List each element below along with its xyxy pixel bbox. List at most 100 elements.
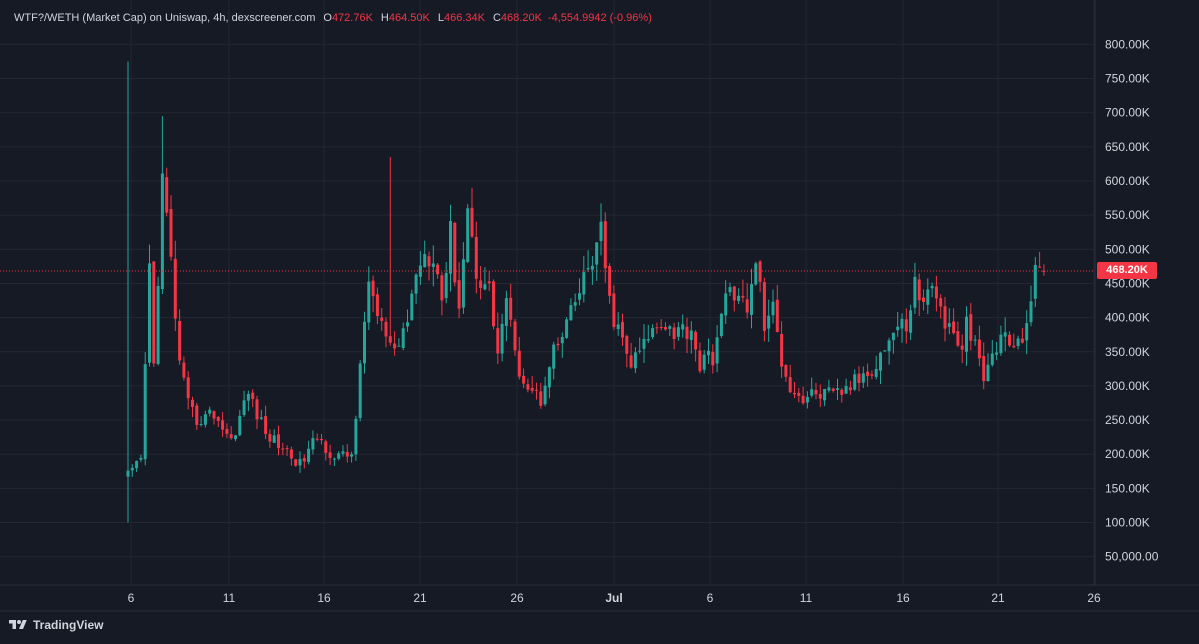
candle-body	[552, 344, 556, 369]
x-tick-label: 21	[991, 591, 1005, 605]
candle-body	[711, 351, 715, 366]
candle-body	[401, 328, 405, 349]
candle-body	[363, 321, 366, 364]
candle-body	[629, 355, 633, 368]
x-tick-label: Jul	[605, 591, 622, 605]
candle-body	[844, 385, 848, 394]
candle-body	[148, 263, 151, 363]
candle-body	[457, 280, 461, 309]
time-axis[interactable]: 6 11 16 21 26 Jul 6 11 16 21 26	[128, 591, 1101, 605]
candle-body	[681, 324, 685, 330]
candle-body	[203, 414, 207, 425]
legend-change: -4,554.9942 (-0.96%)	[547, 12, 652, 24]
candle-body	[186, 377, 190, 399]
candle-body	[130, 467, 134, 471]
candle-body	[320, 439, 323, 441]
candle-body	[251, 392, 255, 400]
candle-body	[264, 416, 268, 435]
candle-body	[139, 457, 143, 460]
candle-body	[208, 409, 212, 414]
candle-body	[388, 336, 392, 343]
candle-body	[715, 337, 719, 364]
candle-body	[965, 316, 968, 352]
candle-body	[229, 434, 233, 439]
candle-body	[801, 395, 805, 404]
candle-body	[707, 350, 710, 356]
candle-body	[332, 458, 336, 460]
candle-body	[195, 405, 199, 425]
candle-body	[1029, 301, 1033, 323]
x-tick-label: 16	[317, 591, 331, 605]
candle-body	[797, 392, 801, 396]
candle-body	[672, 327, 676, 340]
candle-body	[913, 276, 917, 308]
candle-body	[298, 458, 302, 466]
candle-body	[466, 208, 470, 262]
y-tick-label: 750.00K	[1105, 72, 1150, 86]
candle-body	[212, 411, 216, 419]
candle-body	[135, 461, 139, 469]
candle-body	[513, 321, 517, 351]
candle-body	[375, 294, 379, 317]
candle-body	[638, 350, 642, 352]
y-tick-label: 350.00K	[1105, 345, 1150, 359]
candle-body	[173, 258, 177, 319]
candle-body	[285, 448, 289, 450]
candle-body	[427, 256, 431, 267]
y-tick-label: 450.00K	[1105, 276, 1150, 290]
candle-body	[1012, 345, 1016, 348]
candle-body	[216, 417, 220, 421]
candle-body	[165, 177, 169, 213]
candle-body	[294, 459, 298, 466]
candle-body	[870, 374, 874, 376]
candle-body	[406, 322, 409, 327]
candle-body	[896, 326, 900, 331]
candle-body	[449, 221, 452, 274]
candle-body	[371, 280, 375, 297]
candle-body	[719, 313, 723, 336]
candle-body	[883, 350, 887, 352]
candle-body	[470, 207, 474, 237]
candle-body	[573, 302, 577, 306]
candle-body	[728, 287, 732, 293]
candle-body	[397, 345, 401, 347]
candle-body	[732, 286, 736, 301]
candle-body	[926, 289, 930, 305]
candle-body	[685, 326, 689, 339]
candle-body	[324, 441, 328, 453]
candle-body	[526, 384, 530, 390]
candle-body	[496, 328, 500, 354]
tradingview-branding[interactable]: TradingView	[8, 618, 103, 632]
candle-body	[440, 275, 444, 301]
candle-body	[608, 266, 612, 296]
x-tick-label: 26	[1087, 591, 1101, 605]
candle-body	[676, 327, 680, 337]
candle-body	[328, 452, 332, 458]
candle-body	[651, 328, 655, 338]
candle-body	[836, 388, 839, 390]
candle-body	[857, 373, 861, 384]
price-axis[interactable]: 800.00K 750.00K 700.00K 650.00K 600.00K 550.0…	[1105, 37, 1159, 563]
candle-body	[345, 452, 349, 457]
candle-body	[612, 293, 616, 328]
candle-body	[934, 286, 938, 299]
candle-body	[818, 393, 822, 399]
candle-body	[565, 319, 569, 338]
candle-body	[917, 279, 921, 301]
candle-body	[1020, 338, 1024, 343]
candle-body	[922, 297, 925, 303]
branding-label: TradingView	[33, 618, 104, 632]
candle-body	[758, 261, 762, 282]
candle-body	[1033, 264, 1037, 299]
candle-body	[586, 268, 590, 270]
candle-body	[664, 326, 667, 330]
y-tick-label: 150.00K	[1105, 481, 1150, 495]
candle-body	[621, 321, 624, 338]
candle-body	[307, 448, 311, 463]
candle-body	[646, 339, 650, 341]
candle-body	[866, 371, 870, 377]
candle-body	[904, 319, 908, 332]
candle-body	[939, 298, 943, 307]
candle-body	[668, 326, 672, 329]
